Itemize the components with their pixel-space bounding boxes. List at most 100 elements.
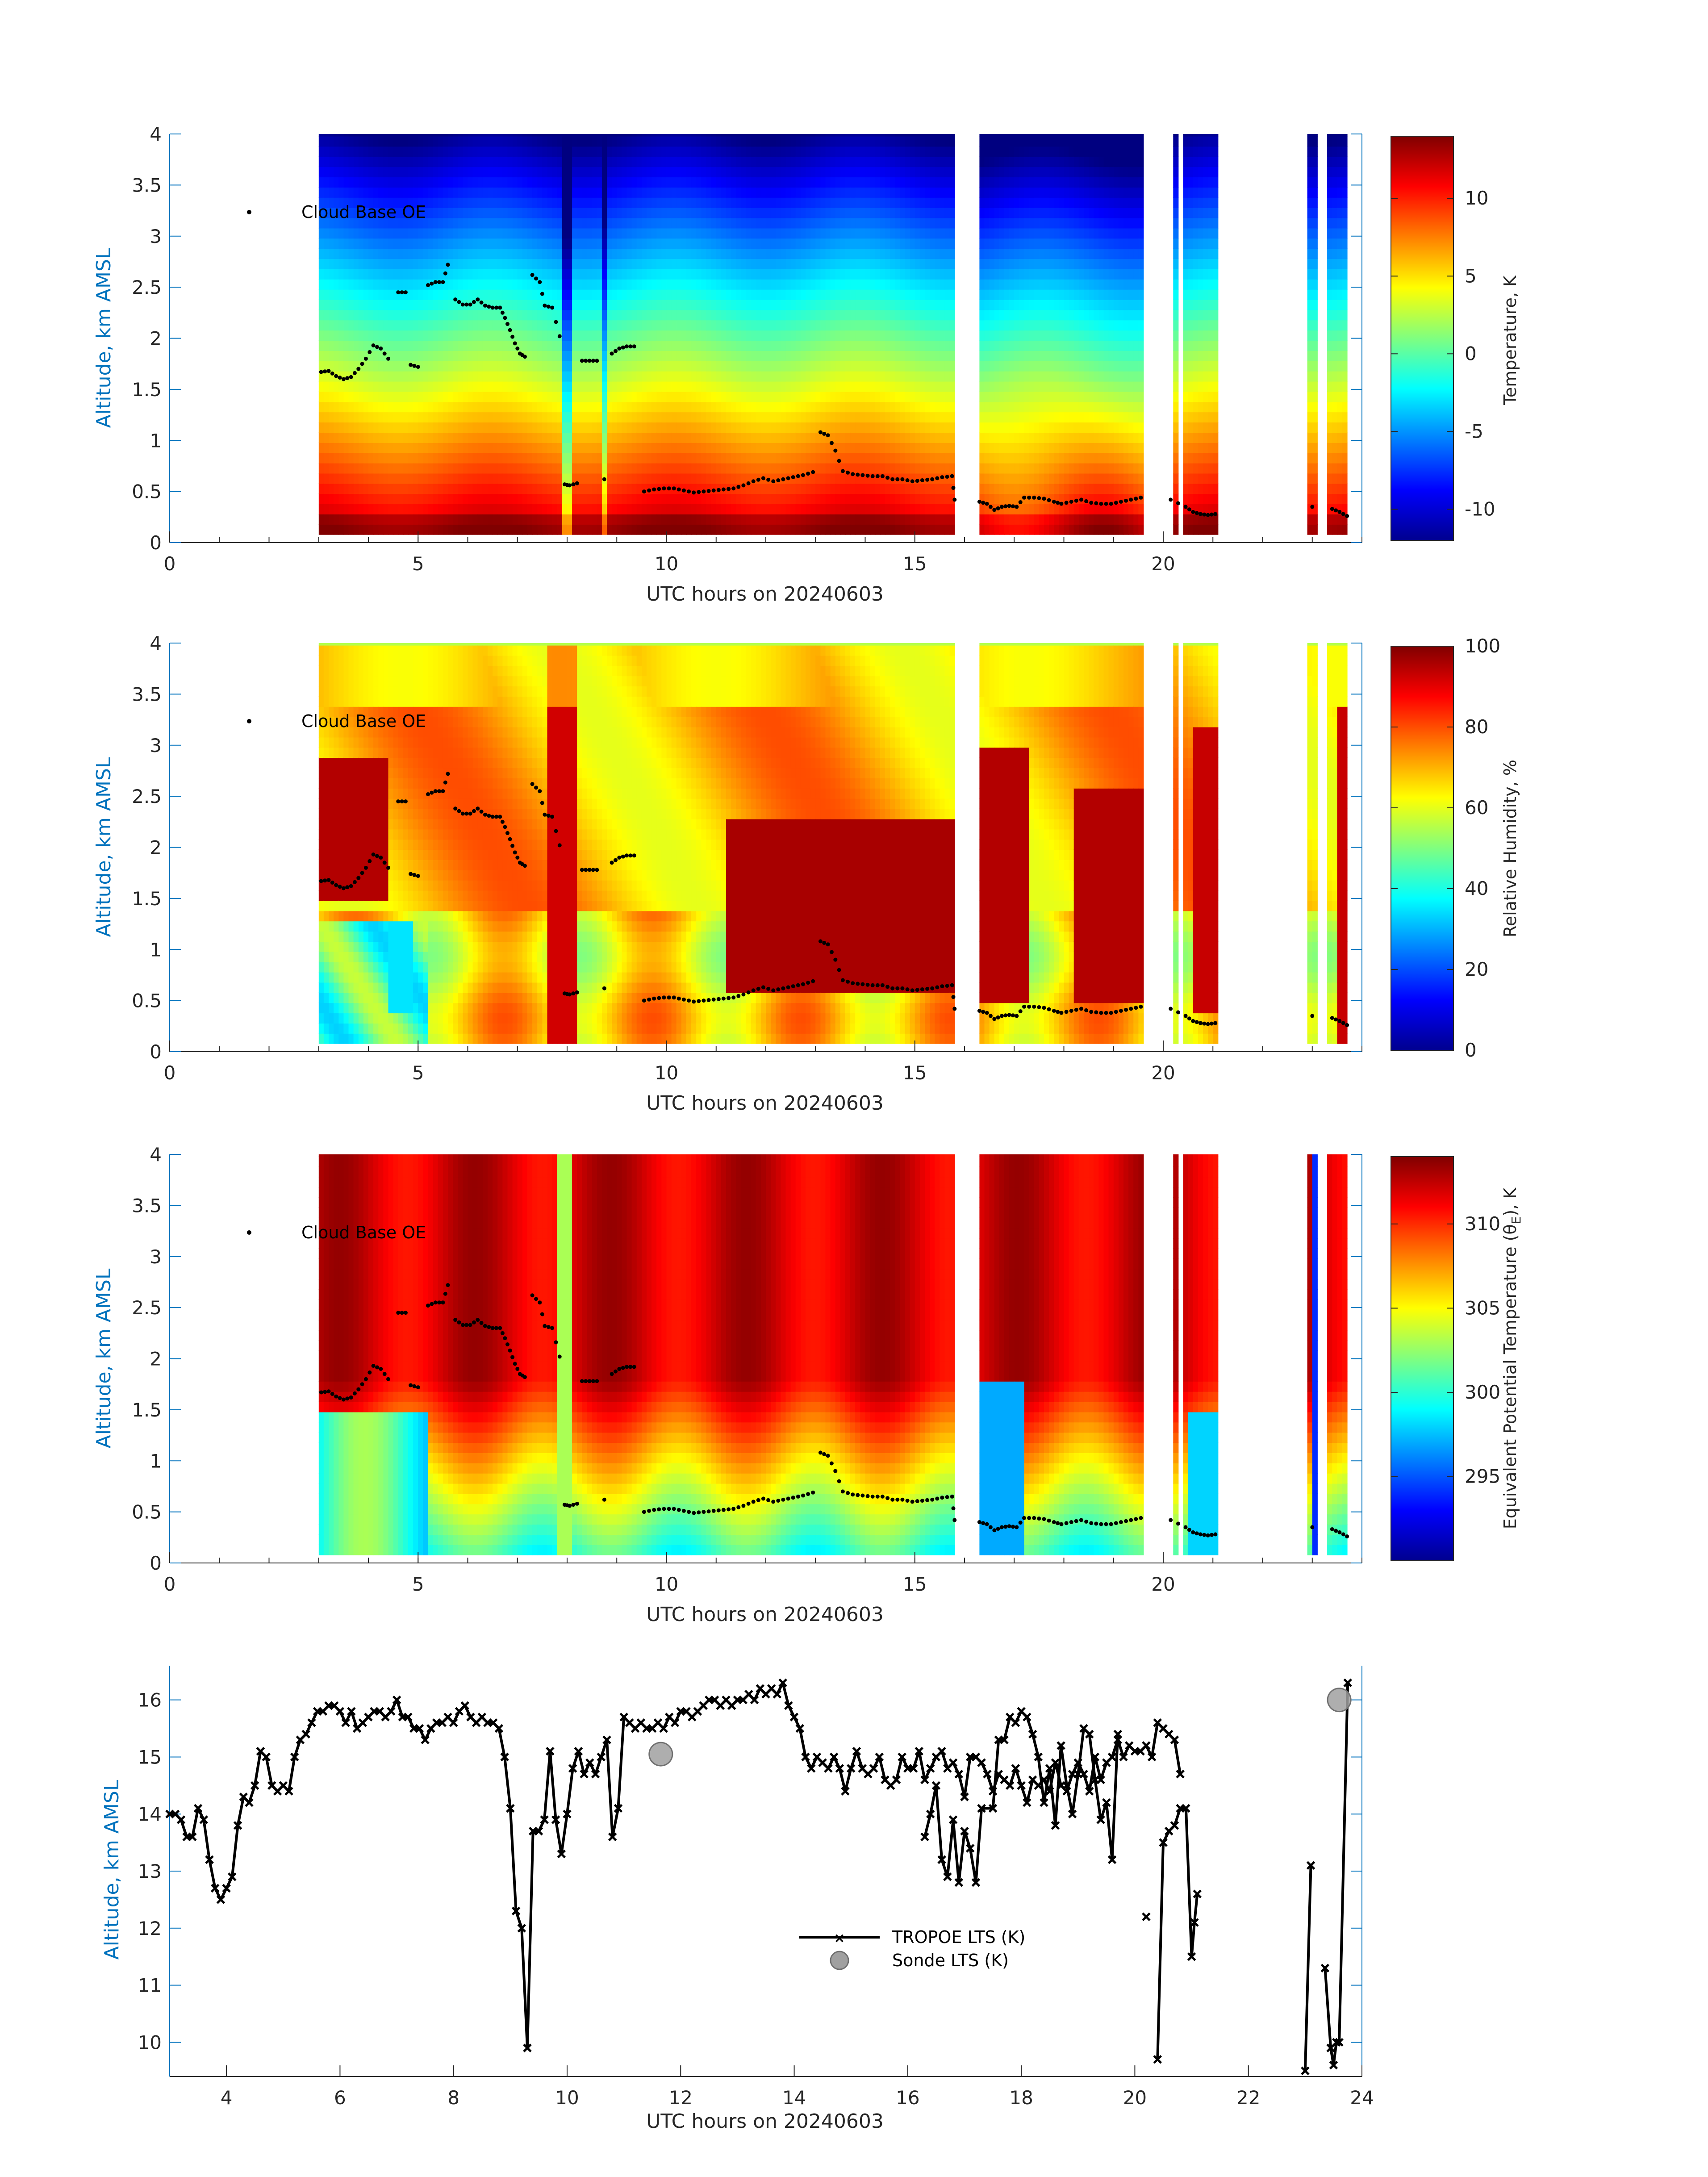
heatmap-cell bbox=[656, 514, 662, 525]
heatmap-cell bbox=[721, 452, 727, 464]
heatmap-cell bbox=[661, 350, 667, 361]
heatmap-cell bbox=[925, 504, 931, 514]
heatmap-cell bbox=[383, 371, 389, 382]
heatmap-cell bbox=[522, 156, 528, 167]
heatmap-cell bbox=[463, 259, 468, 269]
heatmap-cell bbox=[870, 350, 876, 361]
heatmap-cell bbox=[806, 442, 811, 453]
heatmap-cell bbox=[915, 207, 920, 218]
heatmap-cell bbox=[383, 381, 389, 392]
heatmap-cell bbox=[919, 412, 925, 423]
heatmap-cell bbox=[592, 320, 597, 331]
heatmap-cell bbox=[512, 432, 518, 443]
heatmap-cell bbox=[334, 217, 339, 229]
heatmap-cell bbox=[825, 259, 831, 269]
heatmap-cell bbox=[607, 473, 613, 484]
heatmap-cell bbox=[493, 248, 498, 259]
heatmap-cell bbox=[438, 422, 443, 433]
heatmap-cell bbox=[935, 167, 940, 178]
heatmap-cell bbox=[875, 177, 881, 188]
heatmap-cell bbox=[741, 268, 747, 280]
heatmap-cell bbox=[567, 289, 573, 300]
heatmap-cell bbox=[502, 299, 508, 310]
heatmap-cell bbox=[716, 146, 722, 157]
heatmap-cell bbox=[323, 330, 329, 341]
heatmap-cell bbox=[368, 371, 374, 382]
heatmap-cell bbox=[323, 340, 329, 351]
heatmap-cell bbox=[338, 299, 344, 310]
heatmap-cell bbox=[398, 422, 404, 433]
heatmap-cell bbox=[855, 238, 861, 249]
heatmap-cell bbox=[771, 259, 777, 269]
heatmap-cell bbox=[726, 391, 732, 402]
heatmap-cell bbox=[825, 483, 831, 494]
heatmap-cell bbox=[408, 432, 414, 443]
heatmap-cell bbox=[711, 514, 717, 525]
heatmap-cell bbox=[323, 442, 329, 453]
heatmap-cell bbox=[403, 391, 409, 402]
heatmap-cell bbox=[746, 340, 752, 351]
heatmap-cell bbox=[547, 442, 553, 453]
heatmap-cell bbox=[855, 197, 861, 208]
heatmap-cell bbox=[910, 432, 915, 443]
heatmap-cell bbox=[383, 422, 389, 433]
heatmap-cell bbox=[607, 134, 613, 137]
heatmap-cell bbox=[323, 422, 329, 433]
heatmap-cell bbox=[631, 177, 637, 188]
heatmap-cell bbox=[771, 167, 777, 178]
heatmap-cell bbox=[532, 504, 538, 514]
heatmap-cell bbox=[463, 146, 468, 157]
heatmap-cell bbox=[776, 391, 781, 402]
heatmap-cell bbox=[468, 217, 473, 229]
heatmap-cell bbox=[537, 299, 543, 310]
heatmap-cell bbox=[403, 187, 409, 198]
heatmap-cell bbox=[825, 228, 831, 239]
heatmap-cell bbox=[537, 207, 543, 218]
heatmap-cell bbox=[845, 442, 851, 453]
heatmap-cell bbox=[334, 197, 339, 208]
heatmap-cell bbox=[542, 248, 548, 259]
heatmap-cell bbox=[771, 340, 777, 351]
heatmap-cell bbox=[363, 279, 369, 290]
heatmap-cell bbox=[453, 146, 459, 157]
heatmap-cell bbox=[482, 320, 488, 331]
heatmap-cell bbox=[482, 279, 488, 290]
heatmap-cell bbox=[601, 146, 607, 157]
heatmap-cell bbox=[890, 340, 896, 351]
heatmap-cell bbox=[517, 360, 523, 372]
heatmap-cell bbox=[577, 360, 583, 372]
heatmap-cell bbox=[552, 432, 558, 443]
heatmap-cell bbox=[572, 381, 578, 392]
heatmap-cell bbox=[910, 268, 915, 280]
heatmap-cell bbox=[453, 504, 459, 514]
heatmap-cell bbox=[378, 330, 384, 341]
heatmap-cell bbox=[493, 401, 498, 413]
heatmap-cell bbox=[547, 146, 553, 157]
heatmap-cell bbox=[810, 371, 816, 382]
heatmap-cell bbox=[368, 279, 374, 290]
heatmap-cell bbox=[502, 228, 508, 239]
heatmap-cell bbox=[388, 197, 394, 208]
heatmap-cell bbox=[527, 217, 533, 229]
heatmap-cell bbox=[845, 493, 851, 505]
heatmap-cell bbox=[378, 493, 384, 505]
heatmap-cell bbox=[562, 167, 568, 178]
heatmap-cell bbox=[910, 360, 915, 372]
heatmap-cell bbox=[537, 483, 543, 494]
heatmap-cell bbox=[845, 134, 851, 137]
heatmap-cell bbox=[413, 167, 419, 178]
heatmap-cell bbox=[408, 422, 414, 433]
heatmap-cell bbox=[661, 514, 667, 525]
heatmap-cell bbox=[631, 309, 637, 321]
heatmap-cell bbox=[919, 177, 925, 188]
heatmap-cell bbox=[607, 483, 613, 494]
heatmap-cell bbox=[795, 134, 801, 137]
heatmap-cell bbox=[756, 391, 761, 402]
heatmap-cell bbox=[895, 197, 901, 208]
heatmap-cell bbox=[766, 217, 772, 229]
heatmap-cell bbox=[751, 360, 756, 372]
heatmap-cell bbox=[925, 340, 931, 351]
heatmap-cell bbox=[398, 279, 404, 290]
heatmap-cell bbox=[388, 268, 394, 280]
heatmap-cell bbox=[701, 248, 707, 259]
